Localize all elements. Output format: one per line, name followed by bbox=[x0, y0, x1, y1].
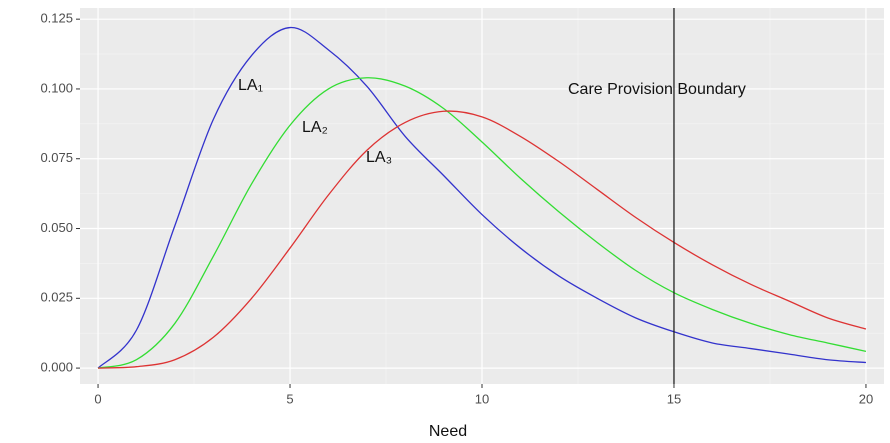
y-tick-label: 0.075 bbox=[40, 150, 73, 165]
x-tick-label: 15 bbox=[667, 391, 681, 406]
y-tick-label: 0.125 bbox=[40, 11, 73, 26]
series-label: LA₂ bbox=[302, 119, 328, 136]
y-tick-label: 0.100 bbox=[40, 80, 73, 95]
series-label: LA₁ bbox=[238, 77, 263, 94]
x-tick-label: 20 bbox=[859, 391, 873, 406]
x-tick-label: 5 bbox=[286, 391, 293, 406]
y-tick-label: 0.050 bbox=[40, 220, 73, 235]
marks bbox=[97, 8, 867, 384]
boundary-label: Care Provision Boundary bbox=[568, 81, 746, 98]
x-tick-label: 0 bbox=[94, 391, 101, 406]
series-line bbox=[97, 77, 867, 369]
series-label: LA₃ bbox=[366, 149, 392, 166]
y-tick-label: 0.000 bbox=[40, 360, 73, 375]
x-tick-label: 10 bbox=[475, 391, 489, 406]
series-line bbox=[98, 110, 867, 369]
x-axis-title: Need bbox=[429, 423, 467, 440]
series-line bbox=[97, 26, 867, 369]
y-tick-label: 0.025 bbox=[40, 290, 73, 305]
grid bbox=[80, 8, 884, 384]
